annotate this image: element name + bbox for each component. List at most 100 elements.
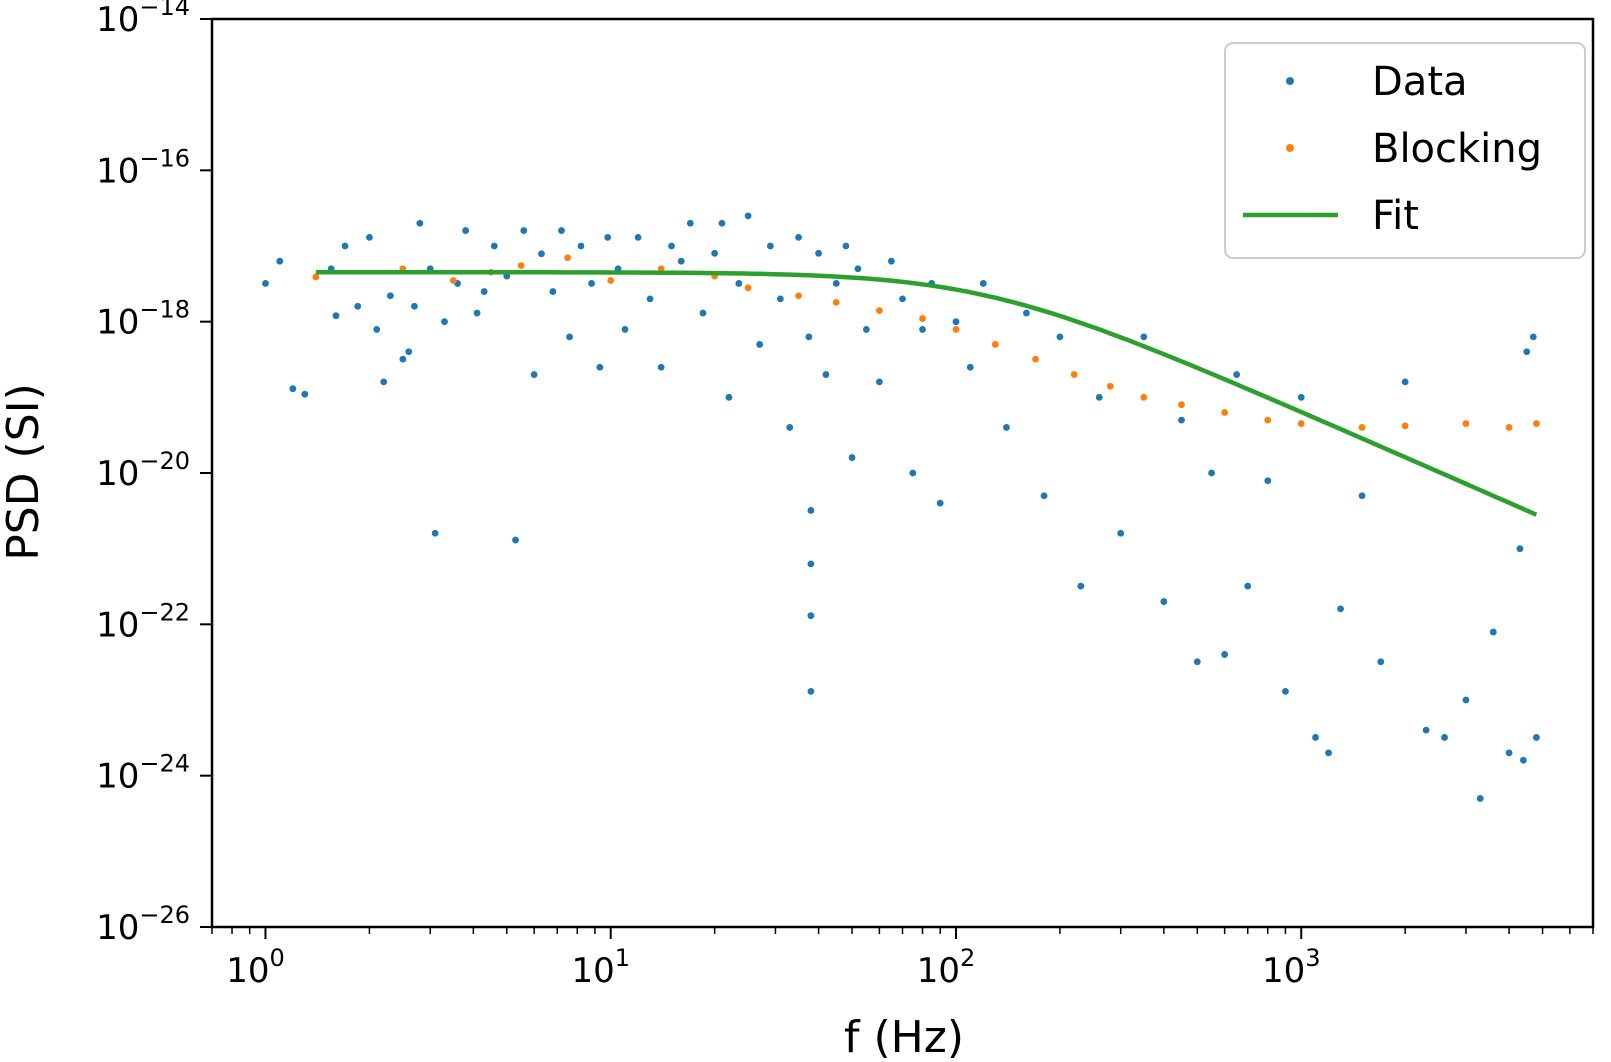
data-point-blocking bbox=[991, 341, 999, 348]
data-point-data bbox=[862, 326, 870, 333]
data-point-data bbox=[1422, 726, 1430, 734]
data-point-data bbox=[776, 295, 784, 303]
data-point-data bbox=[558, 227, 565, 234]
legend-marker-data bbox=[1286, 77, 1294, 85]
data-point-data bbox=[1401, 378, 1409, 386]
data-point-data bbox=[1264, 477, 1272, 485]
data-point-data bbox=[1056, 333, 1064, 341]
data-point-data bbox=[1505, 749, 1513, 757]
data-point-data bbox=[341, 242, 349, 250]
data-point-data bbox=[441, 318, 448, 326]
y-tick-label: 10−22 bbox=[96, 598, 190, 645]
data-point-data bbox=[566, 333, 573, 341]
data-point-data bbox=[909, 469, 917, 477]
data-point-data bbox=[549, 288, 557, 295]
data-point-blocking bbox=[607, 277, 615, 284]
data-point-blocking bbox=[1140, 393, 1148, 401]
data-point-data bbox=[1244, 582, 1252, 590]
data-point-blocking bbox=[1462, 420, 1470, 427]
data-point-data bbox=[604, 233, 612, 241]
data-point-data bbox=[854, 265, 862, 273]
data-point-data bbox=[805, 333, 813, 341]
data-point-data bbox=[919, 326, 926, 333]
data-point-data bbox=[1516, 545, 1524, 553]
data-point-blocking bbox=[1032, 355, 1039, 363]
data-point-data bbox=[952, 318, 960, 326]
data-point-blocking bbox=[1505, 424, 1513, 431]
data-point-data bbox=[1529, 333, 1537, 341]
fit-line bbox=[315, 269, 1538, 517]
data-point-data bbox=[822, 371, 830, 378]
data-point-data bbox=[490, 242, 498, 250]
data-point-data bbox=[657, 363, 665, 371]
data-point-data bbox=[1523, 348, 1531, 356]
data-point-blocking bbox=[919, 315, 926, 322]
data-point-data bbox=[744, 212, 752, 220]
x-axis-ticks: 100 101 102 103 bbox=[211, 927, 1594, 991]
x-axis-label: f (Hz) bbox=[844, 1012, 964, 1062]
data-point-blocking bbox=[312, 273, 320, 281]
data-point-data bbox=[366, 233, 373, 241]
data-point-data bbox=[399, 355, 407, 363]
data-point-data bbox=[1117, 529, 1125, 537]
data-point-data bbox=[1282, 687, 1289, 695]
data-point-blocking bbox=[449, 277, 457, 284]
data-point-data bbox=[887, 257, 895, 265]
data-point-blocking bbox=[875, 307, 883, 315]
data-point-blocking bbox=[832, 298, 840, 306]
data-point-data bbox=[807, 560, 815, 568]
data-point-data bbox=[1337, 605, 1344, 613]
data-point-blocking bbox=[1221, 409, 1229, 416]
data-point-data bbox=[1441, 734, 1448, 741]
legend-label-blocking: Blocking bbox=[1372, 126, 1542, 172]
y-tick-label: 10−26 bbox=[96, 901, 190, 948]
data-point-data bbox=[386, 292, 394, 300]
data-layer bbox=[262, 212, 1540, 802]
data-point-data bbox=[473, 309, 481, 317]
data-point-data bbox=[332, 312, 340, 320]
data-point-data bbox=[725, 393, 733, 401]
data-point-data bbox=[1160, 598, 1168, 605]
data-point-data bbox=[1208, 469, 1215, 477]
data-point-data bbox=[936, 499, 944, 507]
data-point-data bbox=[289, 385, 297, 393]
data-point-data bbox=[1297, 393, 1305, 401]
data-point-data bbox=[462, 227, 470, 234]
legend: Data Blocking Fit bbox=[1224, 42, 1586, 259]
data-point-data bbox=[1233, 371, 1241, 378]
data-point-data bbox=[807, 507, 815, 514]
data-point-data bbox=[842, 242, 850, 250]
data-point-data bbox=[262, 280, 269, 287]
data-point-data bbox=[1178, 416, 1185, 424]
data-point-data bbox=[1095, 393, 1103, 401]
data-point-data bbox=[1476, 795, 1484, 802]
legend-frame bbox=[1224, 42, 1586, 259]
data-point-blocking bbox=[1297, 420, 1305, 427]
data-point-blocking bbox=[744, 284, 752, 292]
data-point-data bbox=[1533, 734, 1540, 741]
data-point-blocking bbox=[1358, 424, 1366, 431]
data-point-data bbox=[538, 250, 545, 258]
data-point-data bbox=[621, 326, 629, 333]
data-point-data bbox=[431, 529, 439, 537]
data-point-data bbox=[899, 295, 906, 303]
y-tick-label: 10−18 bbox=[96, 296, 190, 343]
y-tick-label: 10−20 bbox=[96, 447, 190, 494]
data-point-data bbox=[766, 242, 774, 250]
data-point-data bbox=[1312, 734, 1319, 741]
data-point-data bbox=[979, 280, 987, 287]
data-point-data bbox=[807, 687, 815, 695]
y-axis-label: PSD (SI) bbox=[0, 383, 49, 561]
x-tick-label: 103 bbox=[1262, 944, 1321, 991]
data-point-blocking bbox=[1264, 416, 1272, 424]
data-point-blocking bbox=[517, 262, 525, 270]
x-tick-label: 102 bbox=[917, 944, 976, 991]
data-point-blocking bbox=[1178, 401, 1185, 409]
data-point-data bbox=[668, 242, 675, 250]
data-point-data bbox=[1519, 756, 1527, 764]
data-point-blocking bbox=[795, 292, 802, 300]
data-point-data bbox=[1462, 696, 1470, 704]
data-point-data bbox=[530, 371, 538, 378]
data-point-data bbox=[512, 536, 519, 544]
